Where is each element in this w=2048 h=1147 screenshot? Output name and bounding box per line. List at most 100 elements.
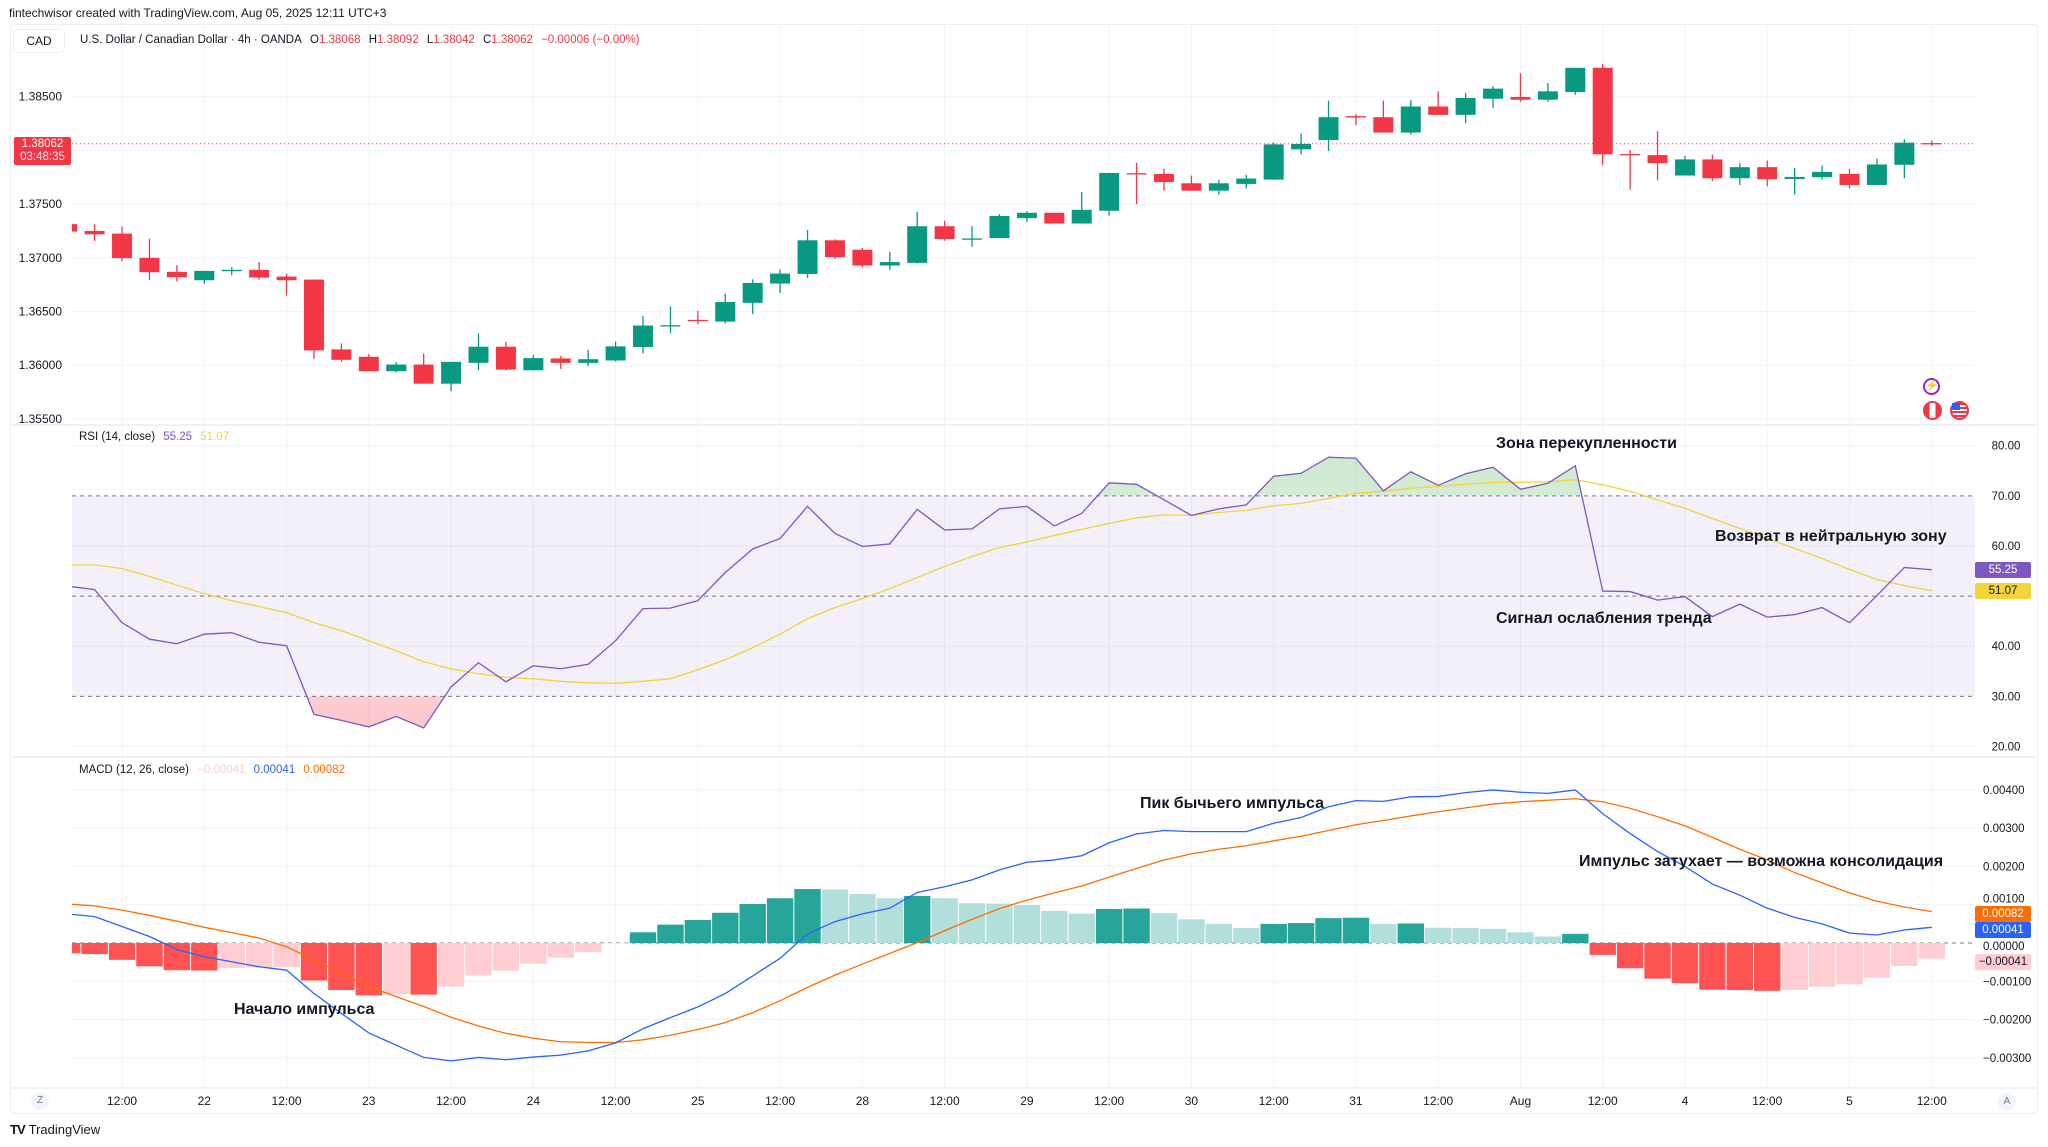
time-axis-label: 12:00 (107, 1094, 137, 1108)
candle (879, 251, 900, 270)
macd-histogram-bar (1616, 943, 1644, 969)
macd-histogram-bar (300, 943, 328, 981)
macd-histogram-bar (108, 943, 136, 960)
macd-histogram-bar (1726, 943, 1754, 991)
candle (1483, 86, 1504, 109)
candle-body (715, 302, 736, 322)
low-label: L (426, 34, 434, 46)
candle (1455, 93, 1476, 124)
price-change: −0.00006 (−0.00%) (541, 34, 640, 46)
candle (1647, 131, 1668, 181)
candle-body (770, 273, 791, 284)
candle (1400, 100, 1421, 135)
candle-body (1400, 106, 1421, 133)
macd-histogram-bar (1095, 908, 1123, 943)
candle-body (1428, 106, 1449, 115)
macd-histogram-bar (1808, 943, 1836, 987)
canada-flag-icon[interactable] (1923, 401, 1942, 420)
annotation-trend-weakening[interactable]: Сигнал ослабления тренда (1496, 610, 1712, 627)
macd-legend-value: 0.00041 (253, 764, 296, 776)
candle-body (1647, 155, 1668, 164)
annotation-neutral-return[interactable]: Возврат в нейтральную зону (1715, 528, 1947, 545)
rsi-legend[interactable]: RSI (14, close) 55.25 51.07 (79, 431, 234, 443)
annotation-overbought[interactable]: Зона перекупленности (1496, 435, 1677, 452)
candle-body (824, 240, 845, 258)
us-flag-icon[interactable] (1950, 401, 1969, 420)
macd-histogram-bar (876, 898, 903, 943)
candle (1565, 67, 1586, 95)
candle-body (1373, 117, 1394, 133)
time-axis-label: 29 (1020, 1094, 1034, 1108)
rsi-axis-label: 20.00 (1992, 741, 2021, 753)
rsi-ma-legend-value: 51.07 (200, 431, 230, 443)
rsi-axis-label: 40.00 (1992, 641, 2021, 653)
time-axis-label: 25 (691, 1094, 705, 1108)
macd-histogram-bar (1754, 943, 1781, 991)
annotation-impulse-fading[interactable]: Импульс затухает — возможна консолидация (1579, 853, 1944, 870)
macd-histogram-bar (492, 943, 520, 971)
ohlc-open: O1.38068 (310, 34, 361, 46)
candle (1154, 168, 1174, 191)
rsi-ma-line (72, 479, 1932, 684)
macd-histogram-bar (602, 943, 629, 944)
candle (1510, 73, 1531, 102)
candle-body (1921, 143, 1942, 145)
macd-histogram-bar (849, 894, 876, 943)
currency-button[interactable]: CAD (14, 30, 64, 52)
candle (1071, 191, 1092, 224)
macd-histogram-bar (1644, 943, 1671, 979)
candle-body (1345, 116, 1366, 118)
candle (1894, 139, 1915, 179)
candle (84, 224, 105, 242)
time-axis-label: 24 (527, 1094, 541, 1108)
tradingview-logo-text: TradingView (28, 1122, 101, 1137)
candle (578, 349, 599, 367)
macd-axis-label: 0.00400 (1983, 785, 2025, 797)
candle-body (879, 262, 900, 266)
tradingview-logo[interactable]: TV TradingView (10, 1122, 100, 1137)
macd-histogram-bar (81, 943, 108, 955)
ohlc-close: C1.38062 (483, 34, 533, 46)
candle (166, 265, 187, 282)
lightning-event-icon[interactable]: ⚡ (1923, 378, 1940, 395)
macd-histogram-bar (1315, 918, 1342, 943)
macd-legend[interactable]: MACD (12, 26, close) −0.00041 0.00041 0.… (79, 764, 350, 776)
candle (1620, 150, 1641, 190)
time-axis-label: 22 (198, 1094, 212, 1108)
low-value: 1.38042 (433, 34, 475, 46)
candle (852, 248, 873, 268)
macd-histogram-bar (986, 903, 1013, 943)
macd-last-value-label: 0.00041 (1975, 922, 2031, 938)
macd-axis-label: −0.00300 (1983, 1053, 2031, 1065)
ohlc-high: H1.38092 (369, 34, 419, 46)
time-axis-label: 12:00 (765, 1094, 795, 1108)
candle-body (550, 358, 571, 363)
macd-histogram-bar (1233, 928, 1260, 943)
macd-histogram-bar (766, 898, 794, 943)
macd-histogram-bar (1891, 943, 1918, 966)
rsi-last-value-label: 55.25 (1975, 562, 2031, 578)
auto-scale-button[interactable]: A (1998, 1093, 2016, 1111)
candle-body (1620, 154, 1641, 156)
candle (687, 310, 708, 325)
macd-histogram-bar (1836, 943, 1863, 985)
candle-body (1236, 178, 1257, 184)
ohlc-low: L1.38042 (427, 34, 475, 46)
candle (468, 333, 489, 371)
macd-histogram-bar (1123, 908, 1150, 943)
candle (139, 238, 160, 281)
candle-body (1565, 67, 1586, 92)
macd-legend-title: MACD (12, 26, close) (79, 764, 189, 776)
candle (824, 239, 845, 259)
candle-body (84, 230, 105, 235)
candle (413, 353, 434, 384)
candle (550, 356, 571, 369)
macd-histogram-bar (1781, 943, 1808, 991)
symbol-legend[interactable]: U.S. Dollar / Canadian Dollar · 4h · OAN… (80, 34, 645, 46)
timezone-button[interactable]: Z (31, 1092, 49, 1110)
annotation-impulse-start[interactable]: Начало импульса (234, 1001, 375, 1018)
annotation-bull-peak[interactable]: Пик бычьего импульса (1140, 795, 1325, 812)
candlestick-series (72, 63, 1975, 392)
candle-body (1729, 167, 1750, 179)
